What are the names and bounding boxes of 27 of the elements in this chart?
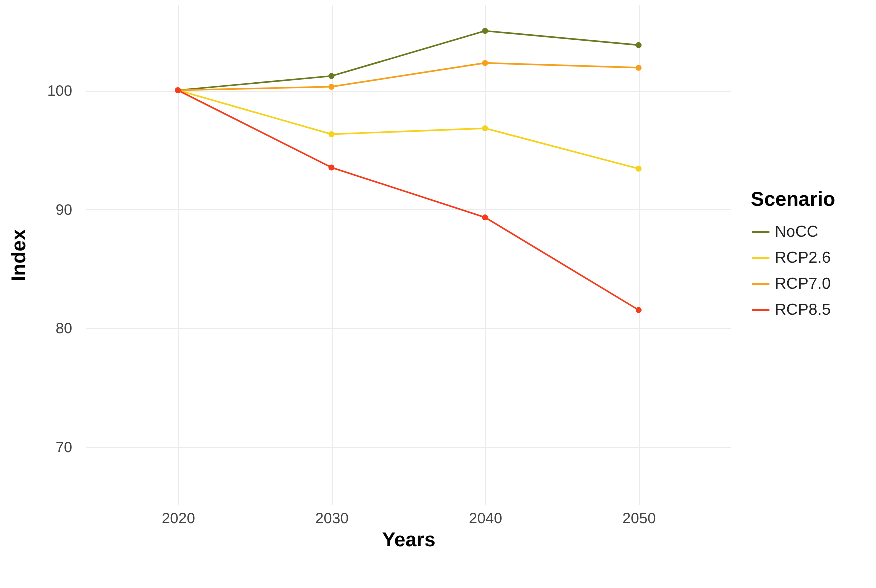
x-tick-label: 2040	[469, 510, 502, 528]
legend-label: RCP7.0	[775, 276, 832, 293]
point	[328, 164, 335, 171]
y-tick-label: 100	[47, 83, 72, 100]
point	[482, 60, 488, 66]
point	[328, 131, 335, 138]
x-tick-label: 2020	[162, 510, 196, 528]
point	[328, 73, 335, 80]
point	[482, 28, 488, 34]
point	[328, 84, 335, 90]
legend-label: NoCC	[775, 224, 819, 241]
y-tick-label: 80	[56, 320, 72, 338]
point	[636, 166, 642, 172]
y-tick-label: 90	[56, 202, 72, 219]
point	[636, 42, 642, 48]
point	[636, 307, 642, 314]
point	[482, 126, 488, 132]
point	[636, 64, 642, 71]
x-tick-label: 2030	[316, 510, 349, 528]
x-axis-title: Years	[382, 530, 436, 552]
point	[482, 214, 488, 221]
legend-label: RCP2.6	[775, 250, 832, 267]
y-axis-title: Index	[8, 229, 30, 282]
legend-label: RCP8.5	[775, 302, 832, 319]
x-tick-label: 2050	[622, 510, 656, 528]
legend-title: Scenario	[751, 189, 836, 211]
y-tick-label: 70	[56, 439, 72, 456]
